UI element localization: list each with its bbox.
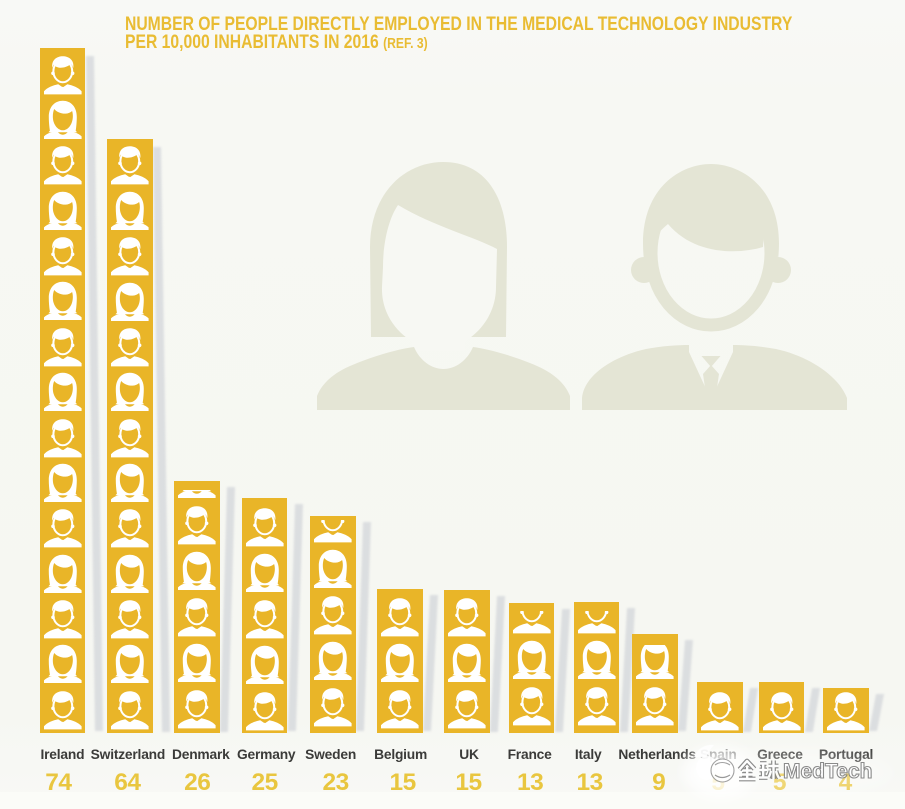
svg-text:MedTech: MedTech <box>783 760 872 783</box>
